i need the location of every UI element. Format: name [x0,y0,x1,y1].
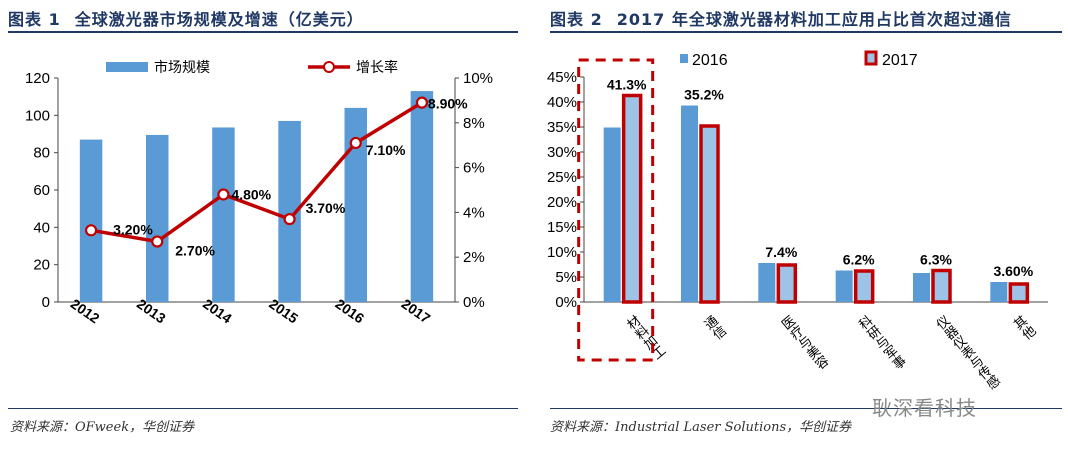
bar-2017 [931,268,952,304]
growth-rate-point [415,96,429,109]
x-tick-label: 通信 [700,313,728,343]
y-tick-label: 35% [547,119,577,136]
y-tick-label: 5% [555,269,577,286]
left-y-tick-label: 0 [42,294,50,311]
y-tick-label: 0% [555,294,577,311]
left-y-tick-label: 100 [25,107,50,124]
market-size-bar [79,139,103,302]
left-y-tick-label: 40 [33,219,50,236]
legend-2017-label: 2017 [882,52,918,69]
right-chart-title: 图表 2 2017 年全球激光器材料加工应用占比首次超过通信 [550,6,1012,30]
right-footer-rule [550,408,1062,409]
bar-2016 [681,105,698,302]
growth-rate-label: 2.70% [175,243,215,259]
bar-2017-label: 6.2% [843,252,875,268]
growth-rate-point [349,136,362,150]
market-size-bar [146,134,169,302]
bar-2017 [699,124,720,304]
legend-2016-swatch [680,54,688,63]
market-size-bar [344,107,367,302]
legend-line-marker [323,61,335,73]
right-title-text: 2017 年全球激光器材料加工应用占比首次超过通信 [616,10,1012,29]
y-tick-label: 45% [547,69,577,86]
legend-2017-swatch [864,50,878,66]
growth-rate-label: 8.90% [428,96,468,112]
right-figure-label: 图表 2 [550,10,603,29]
left-y-tick-label: 80 [33,145,50,162]
left-title-rule [8,31,518,33]
bar-2017-label: 3.60% [993,263,1033,279]
growth-rate-point [283,213,296,226]
y-tick-label: 40% [547,94,577,111]
growth-rate-label: 3.20% [113,221,153,237]
bar-2017-label: 7.4% [765,244,797,260]
growth-rate-line [90,101,423,244]
right-y-tick-label: 4% [463,204,485,221]
bar-2017 [853,269,875,304]
right-y-tick-label: 10% [463,70,493,87]
watermark: 耿深看科技 [872,396,977,420]
bar-2017 [1008,282,1030,304]
bar-2017 [621,93,643,304]
growth-rate-point [217,188,230,201]
x-tick-label: 仪器仪表与传感 [932,313,1002,393]
legend-2016-label: 2016 [692,52,728,69]
highlight-box [577,58,655,362]
bar-2017-label: 6.3% [920,252,952,268]
right-y-tick-label: 8% [463,115,485,132]
right-chart: 0% 5% 10% 15% 20% 25% 30% 35% 40% 45% 41.3% 材料加工 35.… [547,50,1048,393]
right-y-tick-label: 2% [463,249,485,266]
right-title-rule [550,31,1062,33]
bar-2017-label: 41.3% [607,77,647,93]
left-y-tick-label: 60 [33,182,50,199]
x-tick-label: 材料加工 [623,313,668,362]
bar-2017-label: 35.2% [684,87,724,103]
left-y-tick-label: 120 [25,70,50,87]
legend-bar-label: 市场规模 [154,59,210,75]
left-y-tick-label: 20 [33,257,50,274]
y-tick-label: 20% [547,194,577,211]
bar-2017 [776,263,798,304]
bar-2016 [913,273,930,302]
left-source: 资料来源：OFweek，华创证券 [10,420,195,435]
bar-2016 [758,263,776,302]
bar-2016 [990,282,1008,302]
y-tick-label: 15% [547,219,577,236]
legend-line-label: 增长率 [356,59,398,75]
legend-bar-swatch [106,62,148,72]
right-source: 资料来源：Industrial Laser Solutions，华创证券 [550,420,852,435]
growth-rate-label: 3.70% [306,200,346,216]
market-size-bar [212,127,235,302]
growth-rate-point [84,224,98,237]
bar-2016 [603,127,621,302]
right-y-tick-label: 6% [463,160,485,177]
market-size-bar [410,91,434,302]
x-tick-label: 科研与军事 [855,313,909,373]
left-title-text: 全球激光器市场规模及增速（亿美元） [74,10,364,29]
market-size-bar [278,120,301,302]
growth-rate-label: 4.80% [231,186,271,202]
growth-rate-label: 7.10% [366,142,406,158]
growth-rate-point [151,235,164,248]
left-chart-title: 图表 1 全球激光器市场规模及增速（亿美元） [8,6,364,30]
y-tick-label: 25% [547,169,577,186]
left-figure-label: 图表 1 [8,10,61,29]
y-tick-label: 10% [547,244,577,261]
bar-2016 [835,270,853,302]
x-tick-label: 其他 [1010,313,1039,344]
x-tick-label: 医疗与美容 [778,313,832,374]
right-y-tick-label: 0% [463,294,485,311]
left-footer-rule [8,408,518,409]
y-tick-label: 30% [547,144,577,161]
